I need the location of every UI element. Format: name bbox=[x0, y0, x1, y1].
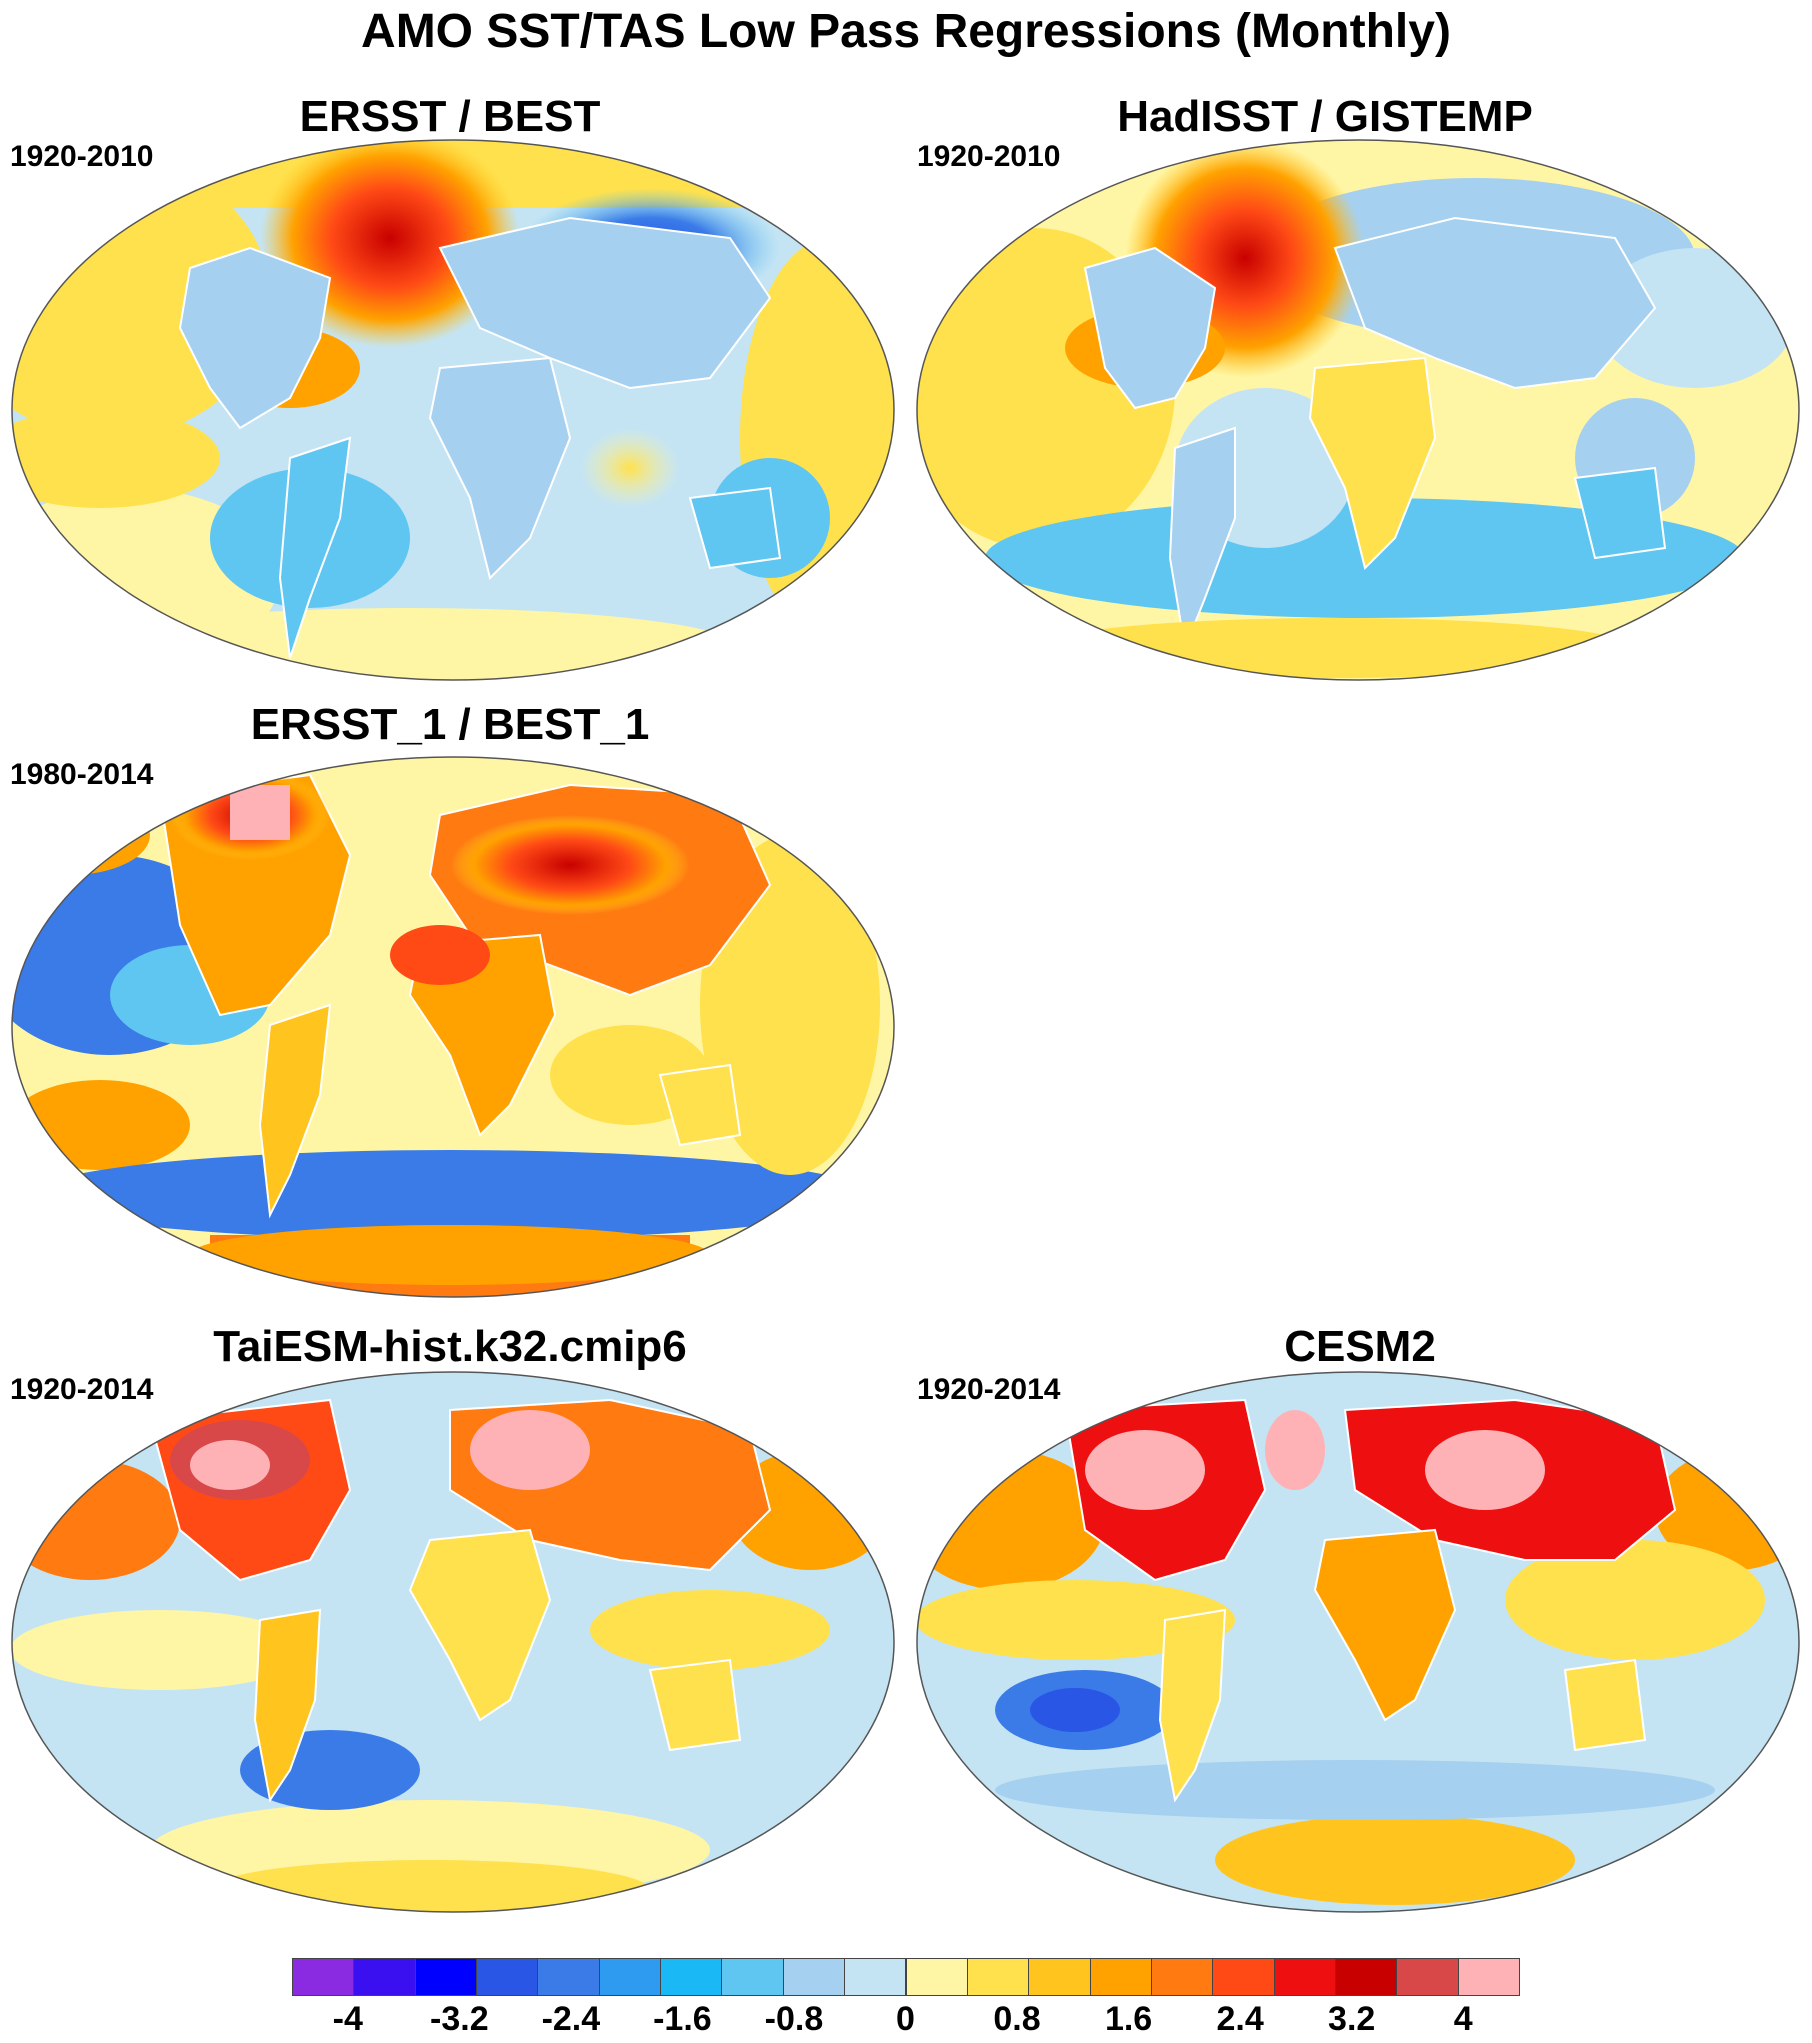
panel-title-ersst1-best1: ERSST_1 / BEST_1 bbox=[250, 700, 650, 749]
figure-title: AMO SST/TAS Low Pass Regressions (Monthl… bbox=[361, 5, 1451, 58]
colorbar-box bbox=[1457, 1958, 1520, 1996]
colorbar-box bbox=[1273, 1958, 1336, 1996]
map-cesm2 bbox=[916, 1371, 1800, 1913]
map-ersst1-best1 bbox=[11, 756, 895, 1298]
colorbar-tick-label: 2.4 bbox=[1216, 2000, 1264, 2038]
colorbar-tick-label: 0 bbox=[896, 2000, 915, 2038]
panel-period-hadisst-gistemp: 1920-2010 bbox=[917, 140, 1061, 173]
colorbar-box bbox=[1089, 1958, 1152, 1996]
colorbar-box bbox=[1150, 1958, 1214, 1996]
map-hadisst-gistemp bbox=[916, 139, 1800, 681]
colorbar-box bbox=[537, 1958, 600, 1996]
colorbar-box bbox=[782, 1958, 846, 1996]
colorbar-tick-label: 3.2 bbox=[1328, 2000, 1376, 2038]
map-ersst-best bbox=[11, 139, 895, 681]
colorbar-box bbox=[1028, 1958, 1091, 1996]
colorbar-box bbox=[353, 1958, 416, 1996]
colorbar-tick-label: -4 bbox=[332, 2000, 363, 2038]
colorbar-box bbox=[966, 1958, 1030, 1996]
colorbar-box bbox=[905, 1958, 968, 1996]
panel-title-hadisst-gistemp: HadISST / GISTEMP bbox=[1117, 92, 1533, 141]
colorbar-tick-label: 0.8 bbox=[993, 2000, 1041, 2038]
colorbar-box bbox=[1334, 1958, 1398, 1996]
colorbar-box bbox=[660, 1958, 723, 1996]
colorbar-box bbox=[721, 1958, 784, 1996]
panel-title-ersst-best: ERSST / BEST bbox=[299, 92, 601, 141]
colorbar-tick-label: 4 bbox=[1453, 2000, 1473, 2038]
colorbar-box bbox=[1396, 1958, 1459, 1996]
panel-period-ersst1-best1: 1980-2014 bbox=[10, 758, 154, 791]
colorbar-tick-label: -2.4 bbox=[541, 2000, 601, 2038]
colorbar-box bbox=[844, 1958, 907, 1996]
colorbar-tick-label: -3.2 bbox=[430, 2000, 489, 2038]
colorbar-tick-label: -0.8 bbox=[764, 2000, 824, 2038]
map-taiesm bbox=[11, 1371, 895, 1913]
colorbar-box bbox=[476, 1958, 539, 1996]
panel-period-taiesm: 1920-2014 bbox=[10, 1373, 154, 1406]
colorbar-box bbox=[292, 1958, 355, 1996]
panel-title-cesm2: CESM2 bbox=[1284, 1322, 1436, 1371]
panel-period-ersst-best: 1920-2010 bbox=[10, 140, 154, 173]
colorbar bbox=[292, 1958, 1520, 1996]
colorbar-box bbox=[598, 1958, 662, 1996]
panel-title-taiesm: TaiESM-hist.k32.cmip6 bbox=[213, 1322, 687, 1371]
colorbar-box bbox=[414, 1958, 478, 1996]
panel-period-cesm2: 1920-2014 bbox=[917, 1373, 1061, 1406]
colorbar-box bbox=[1212, 1958, 1275, 1996]
colorbar-tick-label: 1.6 bbox=[1104, 2000, 1153, 2038]
colorbar-tick-label: -1.6 bbox=[653, 2000, 712, 2038]
